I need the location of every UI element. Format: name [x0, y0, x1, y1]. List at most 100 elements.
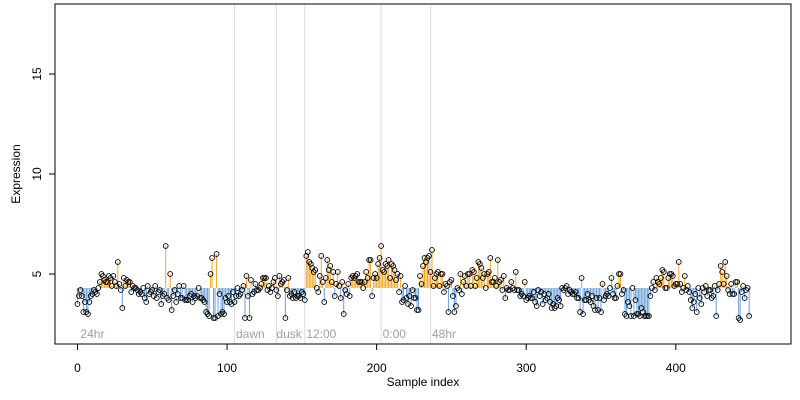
data-point-356 [607, 285, 613, 291]
data-point-412 [690, 299, 697, 305]
y-tick-label-2: 15 [30, 67, 44, 81]
data-point-44 [140, 285, 147, 291]
region-label-5: 48hr [432, 327, 456, 341]
data-point-371 [629, 285, 636, 291]
data-point-257 [459, 291, 465, 297]
data-point-164 [319, 279, 326, 285]
data-point-357 [608, 275, 615, 281]
data-point-50 [149, 287, 156, 293]
data-point-238 [430, 283, 437, 289]
data-point-145 [291, 289, 298, 295]
data-point-216 [397, 273, 404, 279]
data-point-209 [387, 275, 393, 281]
data-point-281 [494, 257, 501, 263]
data-point-437 [728, 281, 735, 287]
data-point-262 [466, 271, 473, 277]
data-point-256 [457, 271, 464, 277]
data-point-445 [740, 283, 746, 289]
data-point-111 [240, 283, 247, 289]
data-point-182 [346, 293, 353, 299]
data-point-266 [472, 283, 479, 289]
data-point-56 [158, 301, 165, 307]
data-point-107 [234, 285, 241, 291]
data-point-65 [171, 287, 178, 293]
data-point-444 [738, 289, 745, 295]
data-point-267 [474, 275, 480, 281]
data-point-190 [358, 279, 365, 285]
region-labels: 24hr dawn dusk 12:00 0:00 48hr [80, 327, 456, 341]
data-point-323 [557, 303, 564, 309]
data-point-245 [441, 289, 447, 295]
data-point-133 [273, 287, 280, 293]
data-point-35 [126, 279, 133, 285]
data-point-446 [741, 295, 748, 301]
data-point-224 [409, 287, 416, 293]
data-point-66 [173, 299, 180, 305]
data-point-98 [221, 311, 227, 317]
data-point-223 [408, 303, 414, 309]
data-point-167 [324, 257, 331, 263]
data-point-350 [598, 309, 604, 315]
data-point-236 [427, 269, 434, 275]
data-point-253 [453, 303, 459, 309]
data-point-386 [652, 287, 658, 293]
data-point-229 [417, 273, 423, 279]
data-point-36 [128, 289, 135, 295]
data-point-284 [499, 287, 506, 293]
data-point-90 [209, 255, 215, 261]
region-label-1: dawn [236, 327, 265, 341]
data-point-406 [681, 273, 688, 279]
data-point-448 [744, 285, 751, 291]
data-point-88 [206, 313, 212, 319]
data-point-212 [391, 267, 398, 273]
data-point-401 [674, 281, 681, 287]
data-point-140 [284, 287, 290, 293]
data-point-175 [336, 283, 343, 289]
data-point-417 [698, 301, 705, 307]
data-point-398 [669, 273, 676, 279]
data-point-389 [656, 281, 663, 287]
data-point-47 [144, 283, 151, 289]
data-point-420 [702, 283, 709, 289]
data-point-305 [530, 289, 537, 295]
data-point-427 [713, 313, 720, 319]
data-point-165 [321, 299, 328, 305]
x-tick-label-4: 400 [666, 361, 686, 375]
data-point-283 [497, 277, 504, 283]
data-point-327 [563, 283, 570, 289]
data-point-119 [252, 281, 259, 287]
data-point-61 [165, 297, 172, 303]
data-point-402 [675, 259, 682, 265]
data-point-181 [345, 281, 352, 287]
data-point-132 [272, 275, 278, 281]
data-point-176 [337, 295, 344, 301]
data-point-2 [77, 287, 84, 293]
data-point-187 [354, 271, 361, 277]
data-point-409 [686, 289, 693, 295]
data-point-351 [599, 281, 606, 287]
data-point-172 [331, 293, 338, 299]
data-point-423 [707, 287, 714, 293]
data-point-106 [233, 293, 239, 299]
data-point-193 [363, 269, 370, 275]
data-point-428 [714, 287, 721, 293]
data-points [74, 243, 752, 323]
data-point-343 [587, 299, 594, 305]
x-axis: 0 100 200 300 400 [74, 343, 686, 375]
data-point-20 [104, 279, 111, 285]
data-point-205 [381, 269, 387, 275]
data-point-77 [189, 299, 196, 305]
data-point-272 [481, 271, 488, 277]
data-point-341 [584, 291, 591, 297]
data-point-159 [312, 267, 319, 273]
data-point-425 [710, 293, 717, 299]
data-point-208 [385, 257, 392, 263]
data-point-441 [734, 279, 740, 285]
data-point-123 [258, 281, 265, 287]
data-point-337 [578, 275, 585, 281]
data-point-270 [478, 265, 485, 271]
data-point-414 [693, 309, 700, 315]
data-point-392 [660, 269, 667, 275]
data-point-251 [450, 293, 456, 299]
data-point-258 [460, 279, 467, 285]
